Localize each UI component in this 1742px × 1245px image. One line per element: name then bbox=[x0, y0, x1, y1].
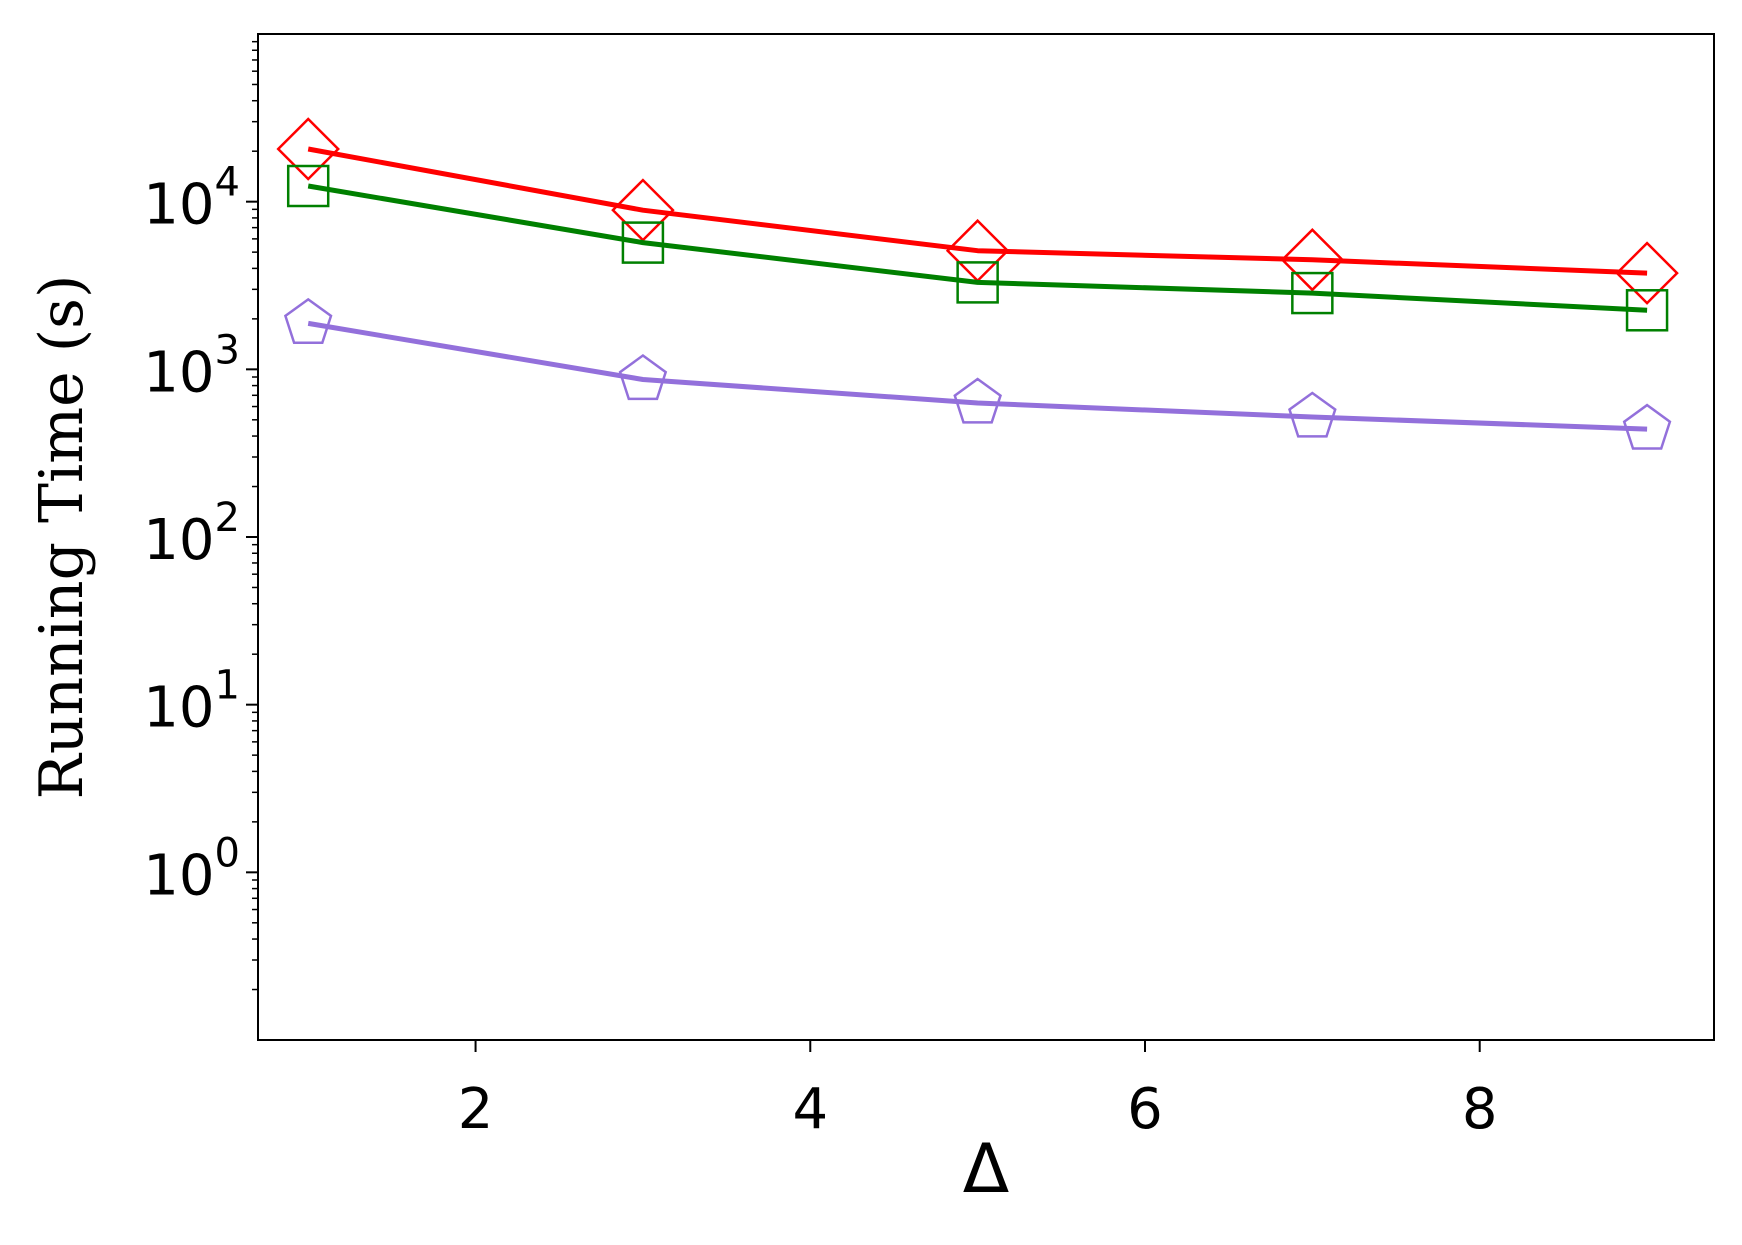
y-tick-label: 103 bbox=[143, 327, 240, 405]
x-tick-label: 2 bbox=[458, 1077, 494, 1142]
data-point-square bbox=[956, 261, 999, 304]
data-point-diamond bbox=[276, 117, 340, 181]
series-line bbox=[307, 146, 1648, 276]
axes-layer: 2 4 6 8 100 101 102 103 104 bbox=[143, 40, 1498, 1142]
data-point-square bbox=[286, 164, 330, 208]
y-tick-label: 100 bbox=[143, 830, 240, 908]
series-line bbox=[307, 183, 1648, 313]
data-point-pentagon bbox=[953, 377, 1002, 424]
x-tick-label: 8 bbox=[1462, 1077, 1498, 1142]
y-tick-label: 101 bbox=[143, 663, 240, 741]
plot-frame bbox=[257, 33, 1715, 1041]
y-tick-label: 102 bbox=[143, 495, 240, 573]
series-line bbox=[307, 320, 1648, 432]
data-point-square bbox=[1625, 289, 1669, 332]
data-point-square bbox=[621, 221, 665, 264]
data-point-pentagon bbox=[1288, 391, 1337, 438]
data-point-diamond bbox=[1280, 228, 1345, 292]
y-tick-label: 104 bbox=[143, 160, 240, 238]
data-point-pentagon bbox=[618, 353, 668, 401]
x-tick-label: 4 bbox=[792, 1077, 828, 1142]
x-tick-label: 6 bbox=[1127, 1077, 1163, 1142]
data-point-diamond bbox=[1615, 241, 1679, 305]
series-layer bbox=[276, 117, 1679, 450]
data-point-pentagon bbox=[1622, 403, 1672, 450]
data-point-pentagon bbox=[283, 297, 333, 345]
data-point-square bbox=[1291, 271, 1334, 315]
y-axis-label: Running Time (s) bbox=[27, 275, 97, 800]
x-axis-label: Δ bbox=[963, 1130, 1010, 1209]
